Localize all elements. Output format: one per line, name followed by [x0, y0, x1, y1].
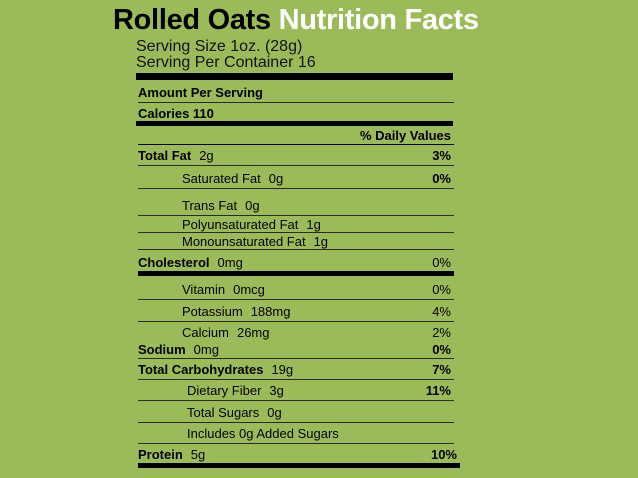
calories-label: Calories 110 — [138, 106, 214, 121]
potassium-amount: 188mg — [250, 304, 291, 319]
cholesterol-name: Cholesterol — [138, 255, 210, 270]
calcium-name: Calcium — [182, 325, 229, 340]
protein-dv: 10% — [430, 447, 457, 462]
monounsaturated-fat-row: Monounsaturated Fat 1g — [138, 233, 454, 250]
amount-per-serving-label: Amount Per Serving — [138, 85, 263, 100]
cholesterol-thick-rule — [138, 271, 454, 276]
product-name: Rolled Oats — [113, 4, 271, 36]
nutrition-facts-heading: Nutrition Facts — [278, 4, 479, 36]
monounsaturated-fat-name: Monounsaturated Fat — [182, 234, 306, 249]
dietary-fiber-row: Dietary Fiber 3g 11% — [138, 381, 454, 401]
top-thick-rule — [136, 73, 453, 80]
saturated-fat-dv: 0% — [432, 171, 451, 186]
dietary-fiber-name: Dietary Fiber — [187, 383, 262, 398]
total-fat-name: Total Fat — [138, 148, 192, 163]
total-carbohydrates-name: Total Carbohydrates — [138, 362, 264, 377]
total-carbohydrates-amount: 19g — [271, 362, 294, 377]
total-carbohydrates-row: Total Carbohydrates 19g 7% — [138, 360, 454, 380]
servings-per-container: Serving Per Container 16 — [136, 54, 316, 71]
saturated-fat-row: Saturated Fat 0g 0% — [138, 169, 454, 189]
header-rule — [138, 144, 454, 145]
potassium-row: Potassium 188mg 4% — [138, 302, 454, 322]
total-sugars-amount: 0g — [267, 405, 282, 420]
total-sugars-name: Total Sugars — [187, 405, 260, 420]
total-sugars-row: Total Sugars 0g — [138, 403, 454, 423]
saturated-fat-name: Saturated Fat — [182, 171, 261, 186]
trans-fat-row: Trans Fat 0g — [138, 196, 454, 216]
daily-values-header-row: % Daily Values — [138, 126, 454, 146]
sodium-amount: 0mg — [193, 342, 219, 357]
polyunsaturated-fat-amount: 1g — [306, 217, 321, 232]
amount-per-serving-row: Amount Per Serving — [138, 83, 454, 103]
total-carbohydrates-dv: 7% — [432, 362, 451, 377]
protein-amount: 5g — [190, 447, 206, 462]
vitamin-dv: 0% — [432, 282, 451, 297]
bottom-thick-rule — [138, 463, 460, 468]
sodium-name: Sodium — [138, 342, 186, 357]
trans-fat-name: Trans Fat — [182, 198, 238, 213]
calcium-amount: 26mg — [236, 325, 270, 340]
cholesterol-amount: 0mg — [217, 255, 243, 270]
potassium-name: Potassium — [182, 304, 243, 319]
protein-row: Protein 5g 10% — [138, 445, 460, 465]
total-fat-amount: 2g — [199, 148, 214, 163]
dietary-fiber-dv: 11% — [425, 383, 451, 398]
polyunsaturated-fat-name: Polyunsaturated Fat — [182, 217, 299, 232]
sodium-row: Sodium 0mg 0% — [138, 340, 454, 359]
saturated-fat-amount: 0g — [268, 171, 284, 186]
vitamin-row: Vitamin 0mcg 0% — [138, 280, 454, 300]
dietary-fiber-amount: 3g — [269, 383, 284, 398]
cholesterol-dv: 0% — [432, 255, 451, 270]
protein-name: Protein — [138, 447, 183, 462]
potassium-dv: 4% — [432, 304, 451, 319]
added-sugars-label: Includes 0g Added Sugars — [187, 426, 339, 441]
added-sugars-row: Includes 0g Added Sugars — [138, 424, 454, 444]
cholesterol-row: Cholesterol 0mg 0% — [138, 253, 454, 273]
total-fat-dv: 3% — [432, 148, 451, 163]
calcium-row: Calcium 26mg 2% — [138, 323, 454, 343]
serving-size: Serving Size 1oz. (28g) — [136, 38, 303, 55]
trans-fat-amount: 0g — [245, 198, 260, 213]
polyunsaturated-fat-row: Polyunsaturated Fat 1g — [138, 216, 454, 233]
calcium-dv: 2% — [432, 325, 451, 340]
vitamin-amount: 0mcg — [233, 282, 265, 297]
calories-row: Calories 110 — [138, 104, 454, 124]
sodium-dv: 0% — [432, 342, 451, 357]
total-fat-row: Total Fat 2g 3% — [138, 146, 454, 166]
calories-thick-rule — [136, 121, 453, 126]
page-title: Rolled Oats Nutrition Facts — [113, 4, 479, 37]
daily-values-header: % Daily Values — [359, 128, 451, 143]
vitamin-name: Vitamin — [182, 282, 226, 297]
monounsaturated-fat-amount: 1g — [313, 234, 329, 249]
